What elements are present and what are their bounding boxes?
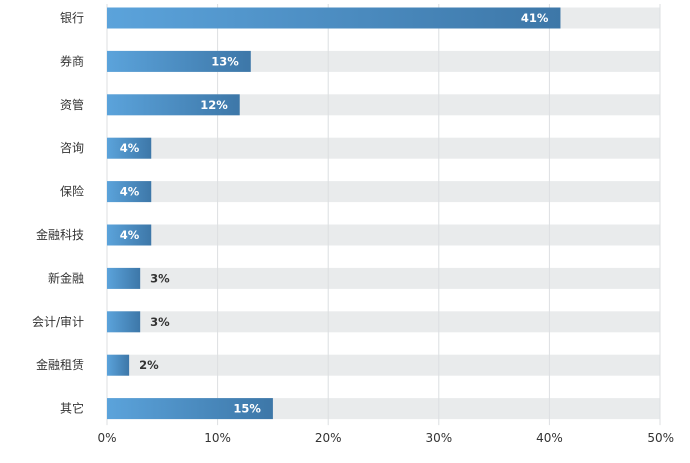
- x-tick-label: 10%: [204, 431, 231, 445]
- category-label: 其它: [60, 401, 84, 416]
- bar: [107, 50, 251, 72]
- bar-track: [107, 354, 660, 376]
- category-label: 会计/审计: [32, 314, 84, 329]
- category-label: 券商: [60, 53, 84, 68]
- value-label: 41%: [521, 11, 549, 25]
- value-label: 4%: [120, 185, 140, 199]
- bar-tracks: [107, 7, 660, 420]
- bar-track: [107, 224, 660, 246]
- bar-track: [107, 267, 660, 289]
- bar: [107, 224, 152, 246]
- value-labels: 41% 13% 12% 4% 4% 4% 3% 3% 2% 15%: [120, 11, 549, 416]
- x-tick-label: 20%: [315, 431, 342, 445]
- category-label: 咨询: [60, 140, 84, 155]
- category-label: 金融租赁: [36, 357, 84, 372]
- bar-track: [107, 94, 660, 116]
- bars: [107, 7, 561, 420]
- category-label: 银行: [60, 11, 84, 25]
- bar: [107, 398, 273, 420]
- bar-track: [107, 181, 660, 203]
- bar: [107, 181, 152, 203]
- category-label: 资管: [60, 97, 84, 112]
- bar: [107, 311, 141, 333]
- value-label: 4%: [120, 141, 140, 155]
- value-label: 2%: [139, 358, 159, 372]
- x-tick-label: 40%: [536, 431, 563, 445]
- x-tick-label: 30%: [425, 431, 452, 445]
- bar: [107, 354, 130, 376]
- x-tick-label: 50%: [647, 431, 674, 445]
- bar: [107, 137, 152, 159]
- value-label: 3%: [150, 271, 170, 285]
- bar: [107, 7, 561, 29]
- category-label: 保险: [60, 184, 84, 199]
- category-label: 新金融: [48, 270, 84, 285]
- bar-track: [107, 137, 660, 159]
- value-label: 15%: [233, 402, 261, 416]
- category-label: 金融科技: [36, 227, 84, 242]
- value-label: 4%: [120, 228, 140, 242]
- x-tick-label: 0%: [97, 431, 116, 445]
- value-label: 12%: [200, 98, 228, 112]
- bar-track: [107, 311, 660, 333]
- x-axis-ticks: 0% 10% 20% 30% 40% 50%: [97, 431, 674, 445]
- value-label: 13%: [211, 54, 239, 68]
- bar: [107, 94, 240, 116]
- bar: [107, 267, 141, 289]
- value-label: 3%: [150, 315, 170, 329]
